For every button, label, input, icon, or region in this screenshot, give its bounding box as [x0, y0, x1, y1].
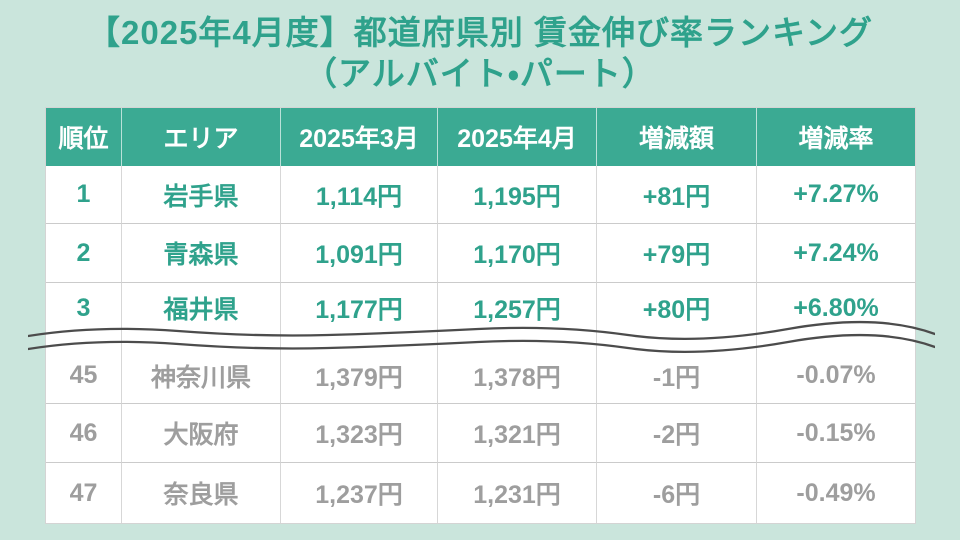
area-cell: 大阪府 — [122, 404, 281, 463]
header-cell-area: エリア — [122, 108, 281, 166]
table-row-rank45: 45 神奈川県 1,379円 1,378円 -1円 -0.07% — [46, 348, 915, 404]
rank-cell: 45 — [46, 348, 122, 404]
april-wage-cell: 1,170円 — [438, 224, 597, 283]
header-cell-diff-rate: 増減率 — [757, 108, 915, 166]
page-title-line2: （アルバイト・パート） — [304, 55, 656, 92]
omitted-rows-gap — [46, 333, 915, 348]
diff-rate-cell: +6.80% — [757, 283, 915, 333]
table-row-rank47: 47 奈良県 1,237円 1,231円 -6円 -0.49% — [46, 463, 915, 523]
area-cell: 神奈川県 — [122, 348, 281, 404]
diff-amount-cell: +81円 — [597, 166, 757, 224]
march-wage-cell: 1,323円 — [281, 404, 438, 463]
march-wage-cell: 1,091円 — [281, 224, 438, 283]
header-cell-diff-amount: 増減額 — [597, 108, 757, 166]
area-cell: 奈良県 — [122, 463, 281, 523]
area-cell: 福井県 — [122, 283, 281, 333]
header-cell-march: 2025年3月 — [281, 108, 438, 166]
rank-cell: 3 — [46, 283, 122, 333]
diff-amount-cell: -1円 — [597, 348, 757, 404]
header-cell-april: 2025年4月 — [438, 108, 597, 166]
diff-rate-cell: -0.49% — [757, 463, 915, 523]
april-wage-cell: 1,231円 — [438, 463, 597, 523]
ranking-table: 順位 エリア 2025年3月 2025年4月 増減額 増減率 1 岩手県 1,1… — [45, 107, 916, 524]
table-row-rank3: 3 福井県 1,177円 1,257円 +80円 +6.80% — [46, 283, 915, 333]
page-title-line1: 【2025年4月度】都道府県別 賃金伸び率ランキング — [87, 14, 873, 51]
header-cell-rank: 順位 — [46, 108, 122, 166]
diff-amount-cell: +80円 — [597, 283, 757, 333]
april-wage-cell: 1,321円 — [438, 404, 597, 463]
table-row-rank1: 1 岩手県 1,114円 1,195円 +81円 +7.27% — [46, 166, 915, 224]
march-wage-cell: 1,237円 — [281, 463, 438, 523]
diff-amount-cell: -2円 — [597, 404, 757, 463]
march-wage-cell: 1,114円 — [281, 166, 438, 224]
rank-cell: 1 — [46, 166, 122, 224]
rank-cell: 47 — [46, 463, 122, 523]
table-header-row: 順位 エリア 2025年3月 2025年4月 増減額 増減率 — [46, 108, 915, 166]
march-wage-cell: 1,379円 — [281, 348, 438, 404]
diff-rate-cell: +7.24% — [757, 224, 915, 283]
diff-rate-cell: -0.07% — [757, 348, 915, 404]
table-row-rank46: 46 大阪府 1,323円 1,321円 -2円 -0.15% — [46, 404, 915, 463]
area-cell: 岩手県 — [122, 166, 281, 224]
april-wage-cell: 1,257円 — [438, 283, 597, 333]
april-wage-cell: 1,195円 — [438, 166, 597, 224]
table-row-rank2: 2 青森県 1,091円 1,170円 +79円 +7.24% — [46, 224, 915, 283]
april-wage-cell: 1,378円 — [438, 348, 597, 404]
march-wage-cell: 1,177円 — [281, 283, 438, 333]
rank-cell: 2 — [46, 224, 122, 283]
page-title: 【2025年4月度】都道府県別 賃金伸び率ランキング （アルバイト・パート） — [0, 12, 960, 94]
diff-rate-cell: +7.27% — [757, 166, 915, 224]
diff-amount-cell: +79円 — [597, 224, 757, 283]
area-cell: 青森県 — [122, 224, 281, 283]
diff-rate-cell: -0.15% — [757, 404, 915, 463]
rank-cell: 46 — [46, 404, 122, 463]
diff-amount-cell: -6円 — [597, 463, 757, 523]
